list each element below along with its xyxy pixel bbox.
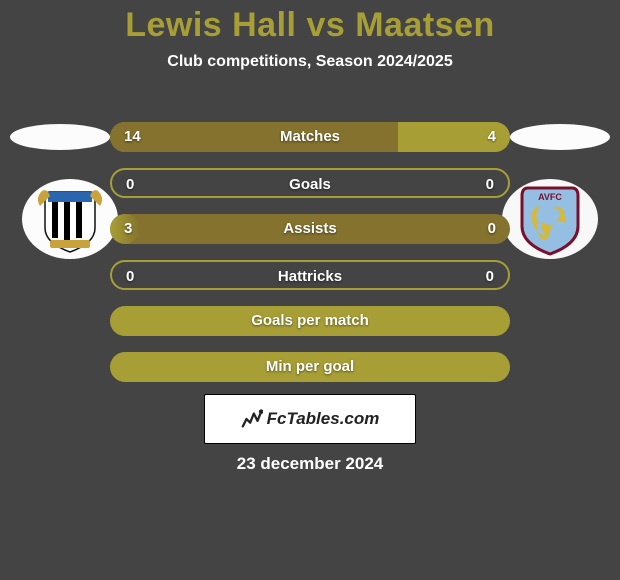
fctables-logo-icon — [241, 408, 263, 430]
stat-value-left: 14 — [124, 122, 141, 152]
stat-label: Matches — [110, 122, 510, 152]
player2-name: Maatsen — [355, 6, 495, 44]
stat-label: Goals per match — [110, 306, 510, 336]
stat-label: Min per goal — [110, 352, 510, 382]
stats-comparison: Matches144Goals00Assists30Hattricks00Goa… — [110, 122, 510, 398]
svg-text:AVFC: AVFC — [538, 192, 562, 202]
player1-photo-placeholder — [10, 124, 110, 150]
stat-value-right: 0 — [488, 214, 496, 244]
stat-label: Goals — [112, 170, 508, 196]
player2-photo-placeholder — [510, 124, 610, 150]
player1-name: Lewis Hall — [125, 6, 296, 44]
stat-value-right: 0 — [486, 262, 494, 288]
stat-value-left: 0 — [126, 262, 134, 288]
stat-value-right: 0 — [486, 170, 494, 196]
stat-row-goals: Goals0 0 — [110, 168, 510, 198]
stat-value-left: 3 — [124, 214, 132, 244]
page-title: Lewis Hall vs Maatsen — [0, 0, 620, 45]
newcastle-crest-icon — [20, 178, 120, 260]
team1-crest — [20, 178, 120, 260]
date-text: 23 december 2024 — [0, 454, 620, 474]
stat-row-min-per-goal: Min per goal — [110, 352, 510, 382]
team2-crest: AVFC — [500, 178, 600, 260]
fctables-watermark: FcTables.com — [204, 394, 416, 444]
stat-row-goals-per-match: Goals per match — [110, 306, 510, 336]
fctables-text: FcTables.com — [267, 409, 380, 429]
aston-villa-crest-icon: AVFC — [500, 178, 600, 260]
stat-value-right: 4 — [488, 122, 496, 152]
subtitle: Club competitions, Season 2024/2025 — [0, 53, 620, 71]
stat-row-hattricks: Hattricks0 0 — [110, 260, 510, 290]
stat-row-matches: Matches14 4 — [110, 122, 510, 152]
stat-value-left: 0 — [126, 170, 134, 196]
stat-label: Hattricks — [112, 262, 508, 288]
stat-label: Assists — [110, 214, 510, 244]
stat-row-assists: Assists3 0 — [110, 214, 510, 244]
vs-word: vs — [306, 6, 345, 44]
